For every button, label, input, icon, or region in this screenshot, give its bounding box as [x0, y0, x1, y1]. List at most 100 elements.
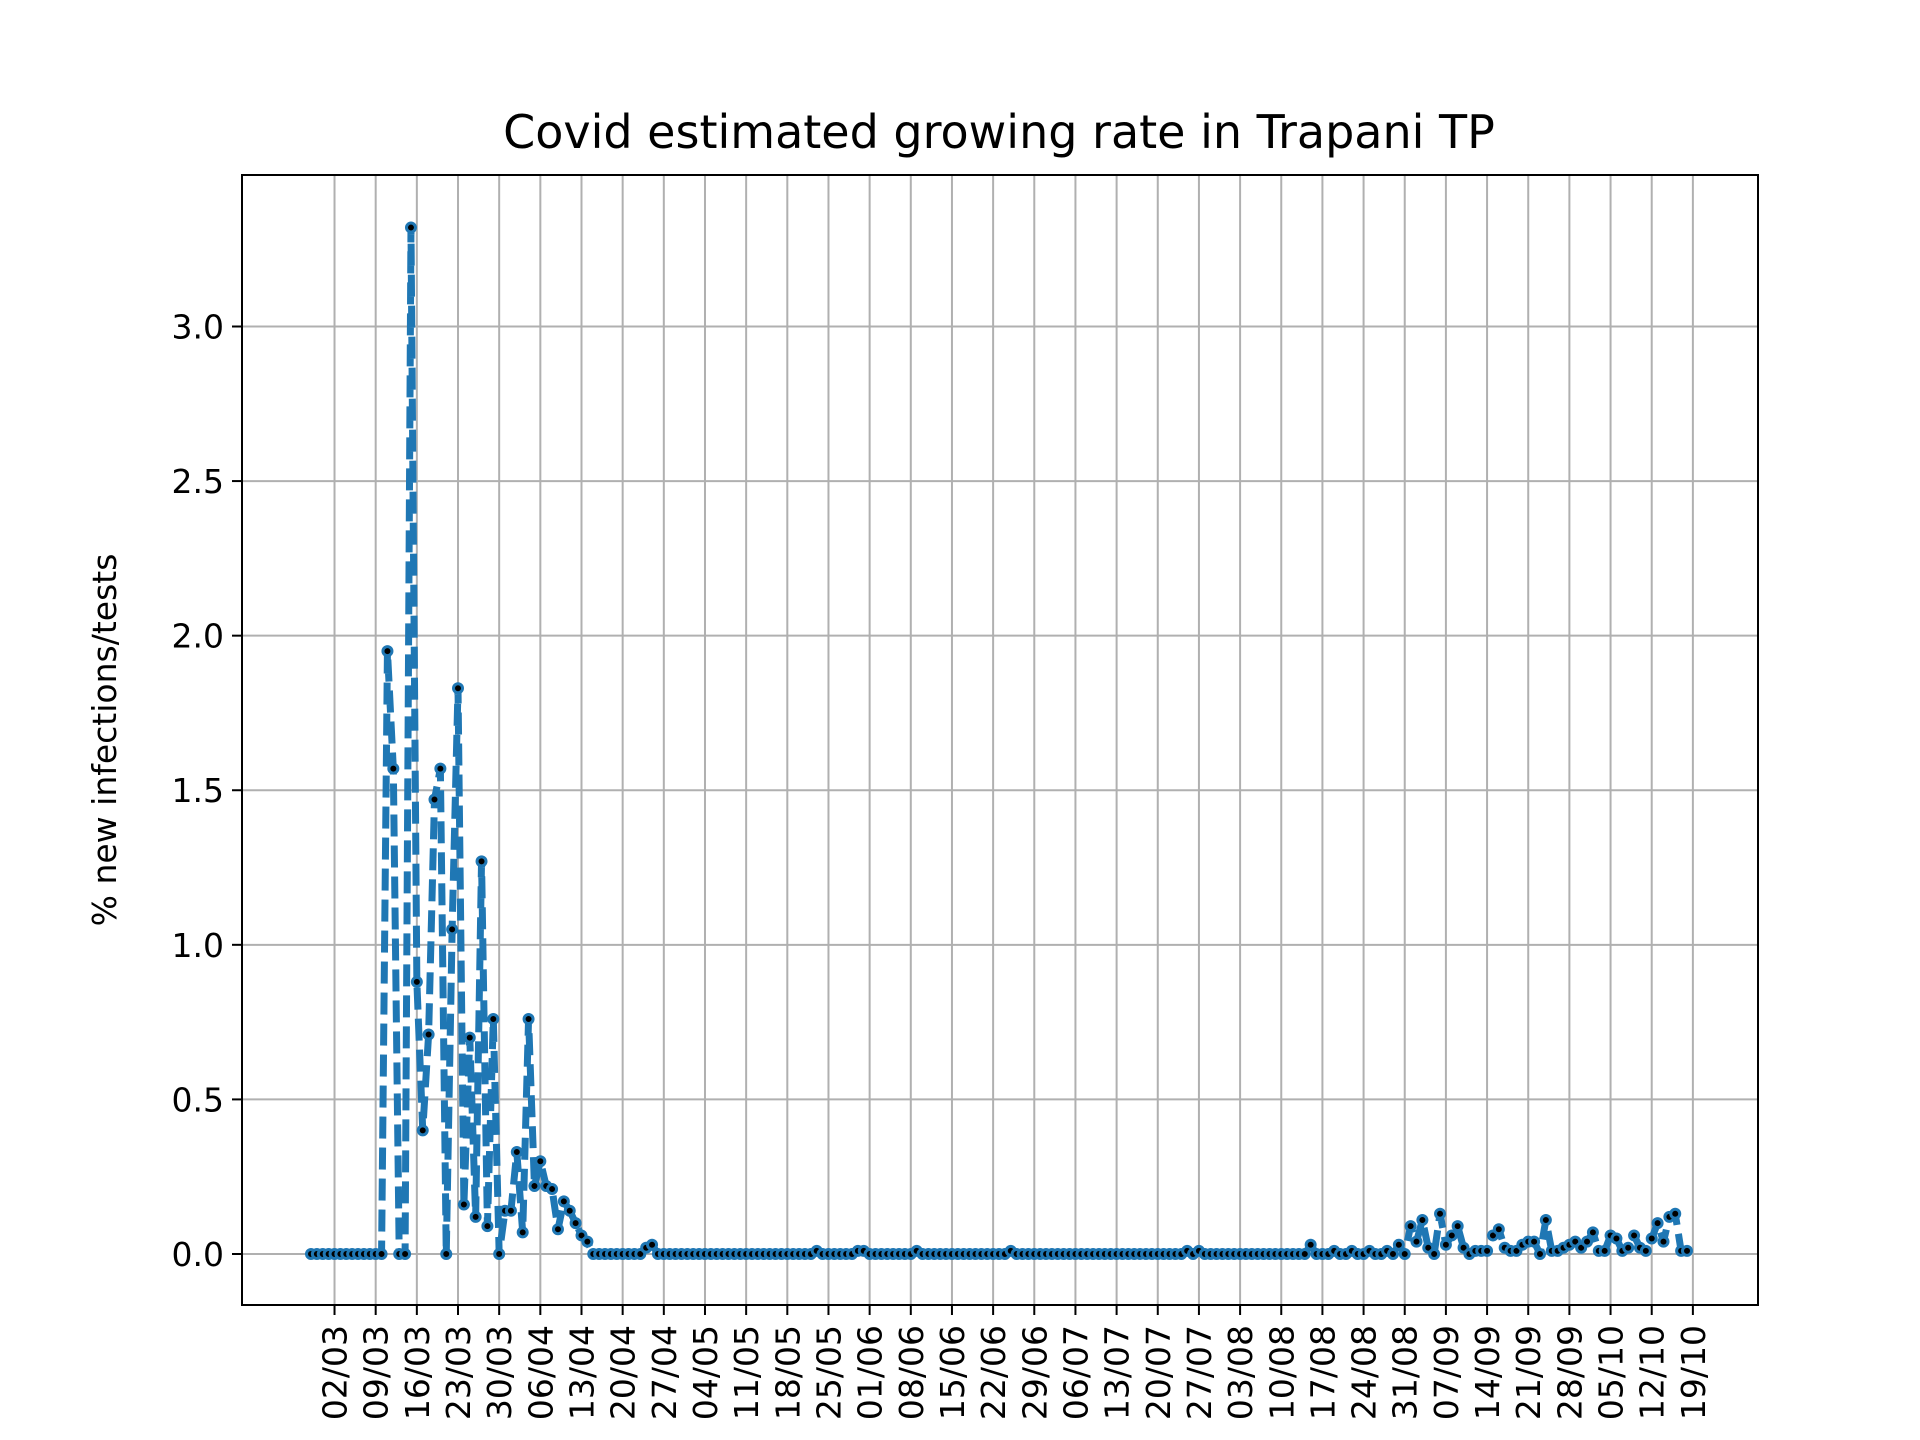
- data-point: [1669, 1207, 1682, 1220]
- x-tick-label: 03/08: [1221, 1325, 1260, 1420]
- x-tick-label: 06/07: [1056, 1325, 1095, 1420]
- data-point: [1386, 1247, 1399, 1260]
- x-tick-label: 24/08: [1345, 1325, 1384, 1420]
- data-point: [452, 682, 465, 695]
- data-point: [1528, 1235, 1541, 1248]
- data-point: [1428, 1247, 1441, 1260]
- data-point: [434, 762, 447, 775]
- series-layer: [305, 221, 1693, 1260]
- data-point: [410, 975, 423, 988]
- data-point: [1651, 1217, 1664, 1230]
- y-tick-label: 2.5: [172, 462, 224, 501]
- data-point: [551, 1223, 564, 1236]
- x-tick-label: 17/08: [1303, 1325, 1342, 1420]
- y-tick-label: 3.0: [172, 307, 224, 346]
- data-point: [463, 1031, 476, 1044]
- data-point: [516, 1226, 529, 1239]
- data-point: [1628, 1229, 1641, 1242]
- x-tick-label: 02/03: [316, 1325, 355, 1420]
- x-tick-label: 14/09: [1468, 1325, 1507, 1420]
- x-tick-label: 04/05: [686, 1325, 725, 1420]
- x-tick-label: 21/09: [1509, 1325, 1548, 1420]
- x-tick-label: 12/10: [1633, 1325, 1672, 1420]
- data-point: [1533, 1247, 1546, 1260]
- data-point: [563, 1204, 576, 1217]
- data-point: [510, 1145, 523, 1158]
- x-tick-label: 27/04: [645, 1325, 684, 1420]
- x-tick-label: 16/03: [398, 1325, 437, 1420]
- data-point: [546, 1183, 559, 1196]
- data-point: [1681, 1244, 1693, 1257]
- data-point: [1598, 1244, 1611, 1257]
- data-point: [1398, 1247, 1411, 1260]
- x-tick-label: 27/07: [1180, 1325, 1219, 1420]
- data-point: [1404, 1220, 1417, 1233]
- y-tick-label: 0.0: [172, 1235, 224, 1274]
- data-point: [1539, 1213, 1552, 1226]
- data-point: [381, 645, 394, 658]
- data-point: [404, 221, 417, 234]
- x-tick-label: 23/03: [439, 1325, 478, 1420]
- x-tick-label: 10/08: [1262, 1325, 1301, 1420]
- x-tick-label: 11/05: [727, 1325, 766, 1420]
- plot-area-frame: [241, 174, 1759, 1306]
- x-tick-label: 13/04: [562, 1325, 601, 1420]
- y-axis-ticks: 0.0 0.5 1.0 1.5 2.0 2.5 3.0: [172, 307, 242, 1274]
- data-point: [446, 923, 459, 936]
- x-tick-label: 07/09: [1427, 1325, 1466, 1420]
- data-point: [1434, 1207, 1447, 1220]
- chart-title: Covid estimated growing rate in Trapani …: [503, 105, 1495, 159]
- data-point: [1304, 1238, 1317, 1251]
- data-point: [428, 793, 441, 806]
- x-tick-label: 20/07: [1139, 1325, 1178, 1420]
- data-point: [569, 1217, 582, 1230]
- data-point: [440, 1247, 453, 1260]
- data-point: [1610, 1232, 1623, 1245]
- data-point: [481, 1220, 494, 1233]
- x-tick-label: 20/04: [604, 1325, 643, 1420]
- data-point: [1645, 1232, 1658, 1245]
- x-tick-label: 25/05: [809, 1325, 848, 1420]
- data-point: [528, 1179, 541, 1192]
- data-point: [387, 762, 400, 775]
- x-tick-label: 15/06: [933, 1325, 972, 1420]
- data-point: [1481, 1244, 1494, 1257]
- data-point: [1657, 1235, 1670, 1248]
- data-point: [399, 1247, 412, 1260]
- data-point: [475, 855, 488, 868]
- data-point: [1416, 1213, 1429, 1226]
- data-point: [522, 1013, 535, 1026]
- data-point: [416, 1124, 429, 1137]
- x-tick-label: 05/10: [1592, 1325, 1631, 1420]
- y-tick-label: 0.5: [172, 1080, 224, 1119]
- data-point: [457, 1198, 470, 1211]
- x-tick-label: 30/03: [480, 1325, 519, 1420]
- data-point: [493, 1247, 506, 1260]
- x-tick-label: 31/08: [1386, 1325, 1425, 1420]
- x-tick-label: 01/06: [851, 1325, 890, 1420]
- data-point: [534, 1155, 547, 1168]
- grid: [242, 175, 1758, 1305]
- x-tick-label: 08/06: [892, 1325, 931, 1420]
- x-axis-ticks: 02/03 09/03 16/03 23/03 30/03 06/04 13/04 20/04…: [316, 1305, 1713, 1420]
- y-tick-label: 1.0: [172, 926, 224, 965]
- x-tick-label: 22/06: [974, 1325, 1013, 1420]
- x-tick-label: 09/03: [357, 1325, 396, 1420]
- x-tick-label: 29/06: [1015, 1325, 1054, 1420]
- y-tick-label: 2.0: [172, 617, 224, 656]
- data-point: [1410, 1235, 1423, 1248]
- x-tick-label: 28/09: [1550, 1325, 1589, 1420]
- x-tick-label: 19/10: [1674, 1325, 1713, 1420]
- data-point: [1445, 1229, 1458, 1242]
- data-point: [1451, 1220, 1464, 1233]
- x-tick-label: 13/07: [1098, 1325, 1137, 1420]
- data-point: [1622, 1241, 1635, 1254]
- data-point: [469, 1210, 482, 1223]
- data-point: [557, 1195, 570, 1208]
- y-axis-label: % new infections/tests: [85, 554, 124, 927]
- x-tick-label: 18/05: [768, 1325, 807, 1420]
- data-point: [1392, 1238, 1405, 1251]
- data-point: [504, 1204, 517, 1217]
